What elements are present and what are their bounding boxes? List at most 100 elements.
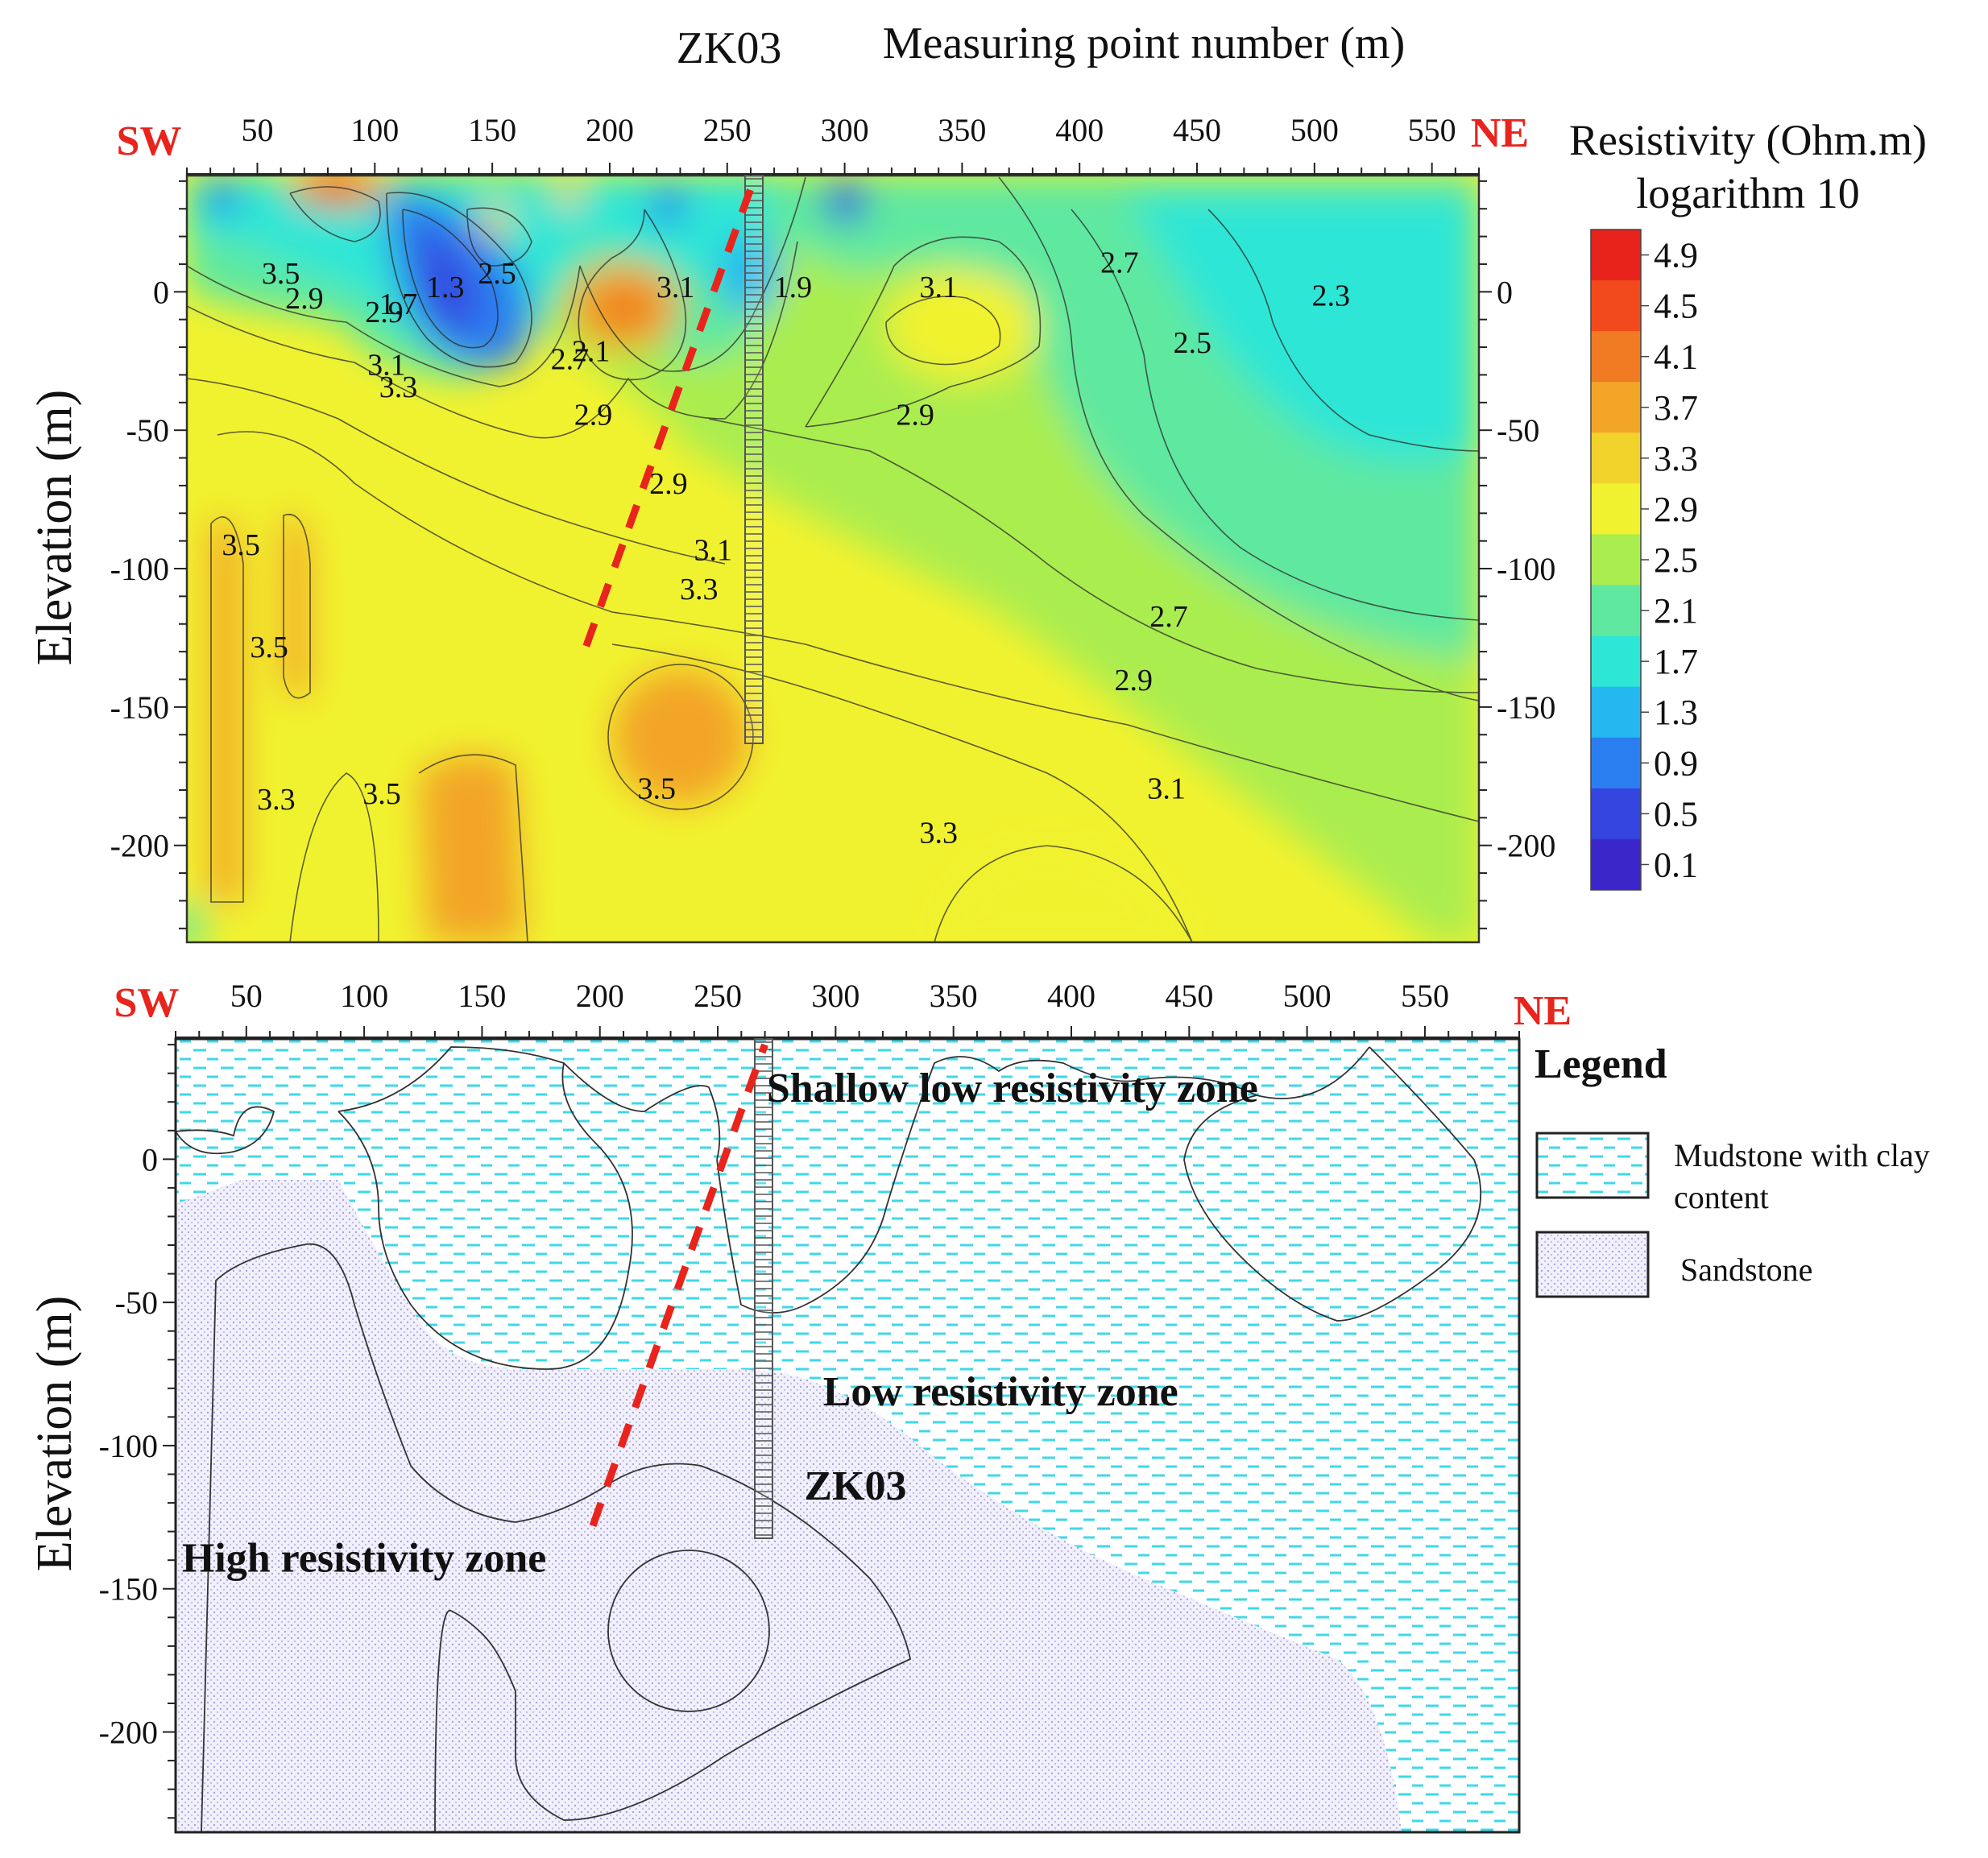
contour-label: 3.5 bbox=[250, 631, 288, 664]
colorbar-label: 0.1 bbox=[1654, 845, 1698, 884]
legend-swatch-sandstone bbox=[1535, 1231, 1650, 1298]
interpretation-panel: Shallow low resistivity zone Low resisti… bbox=[27, 978, 1930, 1834]
contour-label: 2.9 bbox=[1115, 664, 1153, 697]
contour-label: 2.7 bbox=[1100, 246, 1139, 279]
x-tick-label: 100 bbox=[340, 978, 388, 1014]
colorbar-label: 0.9 bbox=[1654, 743, 1698, 783]
contour-label: 2.9 bbox=[574, 398, 613, 432]
x-tick-label: 500 bbox=[1283, 978, 1332, 1014]
x-tick-label: 550 bbox=[1408, 112, 1456, 148]
x-axis-title: Measuring point number (m) bbox=[883, 19, 1406, 68]
contour-label: 2.5 bbox=[1173, 326, 1211, 360]
legend-label-mudstone-2: content bbox=[1674, 1179, 1769, 1215]
contour-label: 3.5 bbox=[262, 257, 300, 291]
contour-label: 1.3 bbox=[426, 271, 465, 304]
top-ne-label: NE bbox=[1471, 110, 1529, 156]
colorbar-swatch bbox=[1591, 230, 1641, 281]
y-tick-label-right: -50 bbox=[1497, 412, 1539, 449]
top-y-axis-title: Elevation (m) bbox=[27, 390, 82, 666]
contour-label: 3.1 bbox=[1147, 772, 1186, 805]
borehole-zk03-top bbox=[744, 175, 764, 744]
bottom-sw-label: SW bbox=[114, 980, 180, 1026]
y-tick-label-right: -150 bbox=[1497, 689, 1555, 726]
legend-swatch-mudstone bbox=[1535, 1132, 1650, 1199]
colorbar-label: 3.7 bbox=[1654, 388, 1698, 428]
sandstone-region bbox=[176, 1180, 1402, 1832]
inferred-fault-line-bottom bbox=[589, 1043, 768, 1528]
contour-label: 1.9 bbox=[774, 271, 813, 304]
x-tick-label: 450 bbox=[1173, 112, 1221, 148]
colorbar-swatch bbox=[1591, 737, 1641, 789]
zone-label-high: High resistivity zone bbox=[182, 1535, 547, 1581]
zone-label-shallow-low: Shallow low resistivity zone bbox=[767, 1066, 1258, 1111]
contour-label: 2.7 bbox=[551, 343, 590, 377]
contour-label: 3.1 bbox=[694, 534, 733, 568]
colorbar-label: 0.5 bbox=[1654, 794, 1698, 834]
y-tick-label: -100 bbox=[99, 1428, 158, 1464]
x-tick-label: 200 bbox=[576, 978, 624, 1014]
y-tick-label: -100 bbox=[110, 551, 169, 587]
contour-label: 2.9 bbox=[649, 467, 688, 501]
colorbar-label: 3.3 bbox=[1654, 439, 1698, 478]
contour-label: 3.3 bbox=[919, 816, 958, 850]
colorbar-swatch bbox=[1591, 534, 1641, 586]
bottom-x-axis: 50 100 150 200 250 300 350 400 450 500 550 bbox=[175, 978, 1520, 1039]
well-title: ZK03 bbox=[677, 23, 782, 73]
x-tick-label: 300 bbox=[821, 112, 869, 148]
top-y-axis: 0 0 -50 -50 -100 -100 -150 -150 -200 -200 bbox=[110, 180, 1555, 929]
x-tick-label: 300 bbox=[811, 978, 859, 1014]
contour-label-group: 3.52.9 1.72.91.3 2.53.13.32.12.72.93.1 1.9 3… bbox=[222, 246, 1350, 850]
top-sw-label: SW bbox=[117, 118, 182, 164]
contour-label: 3.1 bbox=[367, 348, 406, 382]
colorbar-swatch bbox=[1591, 382, 1641, 433]
y-tick-label: -50 bbox=[126, 412, 169, 449]
legend-title: Legend bbox=[1534, 1041, 1667, 1087]
contour-label: 2.1 bbox=[572, 334, 611, 368]
colorbar: 4.9 4.5 4.1 3.7 3.3 2.9 2.5 2.1 1.7 1.3 0.9 0.5 0.1 bbox=[1590, 229, 1698, 891]
borehole-label: ZK03 bbox=[804, 1463, 906, 1509]
y-tick-label: 0 bbox=[142, 1141, 158, 1177]
colorbar-swatch bbox=[1591, 838, 1641, 891]
zone-label-low: Low resistivity zone bbox=[823, 1369, 1178, 1415]
colorbar-label: 4.1 bbox=[1654, 337, 1698, 377]
bottom-y-axis: 0 -50 -100 -150 -200 bbox=[99, 1044, 176, 1819]
y-tick-label: 0 bbox=[153, 274, 169, 310]
colorbar-label: 2.5 bbox=[1654, 540, 1698, 580]
y-tick-label: -150 bbox=[99, 1571, 158, 1608]
contour-label: 2.7 bbox=[1149, 600, 1188, 634]
bottom-y-axis-title: Elevation (m) bbox=[27, 1296, 82, 1572]
zone-outlines bbox=[176, 1046, 1482, 1832]
y-tick-label-right: -100 bbox=[1497, 551, 1555, 587]
colorbar-swatch bbox=[1591, 686, 1641, 739]
x-tick-label: 150 bbox=[458, 978, 506, 1014]
x-tick-label: 350 bbox=[938, 112, 986, 148]
colorbar-swatch bbox=[1591, 331, 1641, 383]
top-plot-frame bbox=[185, 174, 1481, 944]
x-tick-label: 250 bbox=[703, 112, 752, 148]
colorbar-swatch bbox=[1591, 635, 1641, 688]
x-tick-label: 350 bbox=[930, 978, 978, 1014]
colorbar-swatch bbox=[1591, 788, 1641, 840]
colorbar-label: 2.1 bbox=[1654, 591, 1698, 631]
colorbar-title: Resistivity (Ohm.m) bbox=[1569, 116, 1927, 164]
x-tick-label: 250 bbox=[694, 978, 742, 1014]
colorbar-swatch bbox=[1591, 432, 1641, 484]
contour-label: 3.3 bbox=[680, 573, 719, 606]
colorbar-label: 2.9 bbox=[1654, 490, 1698, 529]
contour-label: 3.5 bbox=[638, 772, 677, 805]
contour-label: 2.9 bbox=[896, 398, 934, 432]
contour-label: 2.5 bbox=[478, 257, 516, 291]
contour-label: 3.3 bbox=[257, 783, 296, 817]
x-tick-label: 50 bbox=[230, 978, 263, 1014]
x-tick-label: 50 bbox=[241, 112, 273, 148]
colorbar-swatch bbox=[1591, 280, 1641, 332]
contour-label: 3.5 bbox=[222, 528, 260, 562]
x-tick-label: 400 bbox=[1047, 978, 1095, 1014]
contour-lines bbox=[187, 176, 1479, 942]
legend-label-mudstone-1: Mudstone with clay bbox=[1674, 1137, 1930, 1173]
colorbar-subtitle: logarithm 10 bbox=[1636, 169, 1859, 217]
colorbar-swatch bbox=[1591, 483, 1641, 535]
bottom-ne-label: NE bbox=[1514, 988, 1572, 1034]
colorbar-label: 4.9 bbox=[1654, 236, 1698, 275]
colorbar-label: 1.3 bbox=[1654, 693, 1698, 732]
